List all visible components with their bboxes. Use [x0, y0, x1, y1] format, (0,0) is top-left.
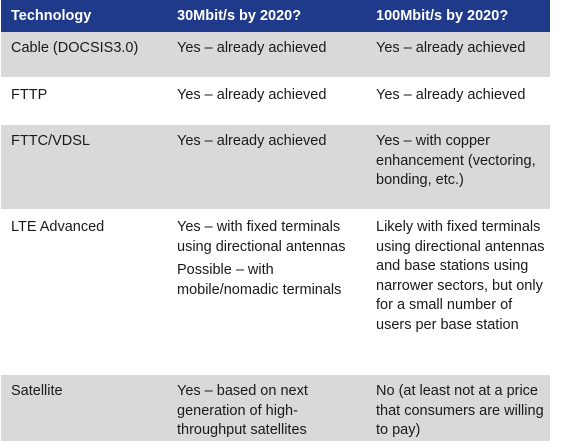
broadband-technology-table: Technology 30Mbit/s by 2020? 100Mbit/s b… [1, 0, 550, 443]
cell-30mbit: Yes – based on next generation of high-t… [167, 374, 366, 443]
cell-100mbit: Yes – already achieved [366, 32, 550, 79]
table-row: FTTC/VDSL Yes – already achieved Yes – w… [1, 124, 550, 211]
cell-technology: FTTC/VDSL [1, 124, 167, 211]
cell-30mbit: Yes – already achieved [167, 124, 366, 211]
cell-100mbit: Yes – already achieved [366, 78, 550, 125]
cell-technology: Satellite [1, 374, 167, 443]
table-row: Cable (DOCSIS3.0) Yes – already achieved… [1, 32, 550, 79]
header-technology: Technology [1, 0, 167, 32]
header-row: Technology 30Mbit/s by 2020? 100Mbit/s b… [1, 0, 550, 32]
cell-100mbit: No (at least not at a price that consume… [366, 374, 550, 443]
cell-text: Yes – already achieved [177, 87, 327, 103]
cell-technology: Cable (DOCSIS3.0) [1, 32, 167, 79]
cell-30mbit: Yes – with fixed terminals using directi… [167, 210, 366, 375]
cell-technology: LTE Advanced [1, 210, 167, 375]
cell-100mbit: Yes – with copper enhancement (vectoring… [366, 124, 550, 211]
header-100mbit: 100Mbit/s by 2020? [366, 0, 550, 32]
cell-100mbit: Likely with fixed terminals using direct… [366, 210, 550, 375]
cell-30mbit: Yes – already achieved [167, 32, 366, 79]
cell-text: Yes – already achieved [177, 40, 327, 56]
header-30mbit: 30Mbit/s by 2020? [167, 0, 366, 32]
table-row: LTE Advanced Yes – with fixed terminals … [1, 210, 550, 375]
cell-technology: FTTP [1, 78, 167, 125]
table-row: Satellite Yes – based on next generation… [1, 374, 550, 443]
cell-text: Possible – with mobile/nomadic terminals [177, 262, 342, 298]
cell-text: Yes – with fixed terminals using directi… [177, 219, 346, 255]
cell-30mbit: Yes – already achieved [167, 78, 366, 125]
table-row: FTTP Yes – already achieved Yes – alread… [1, 78, 550, 125]
cell-text: Yes – already achieved [177, 133, 327, 149]
cell-text: Yes – based on next generation of high-t… [177, 383, 308, 438]
